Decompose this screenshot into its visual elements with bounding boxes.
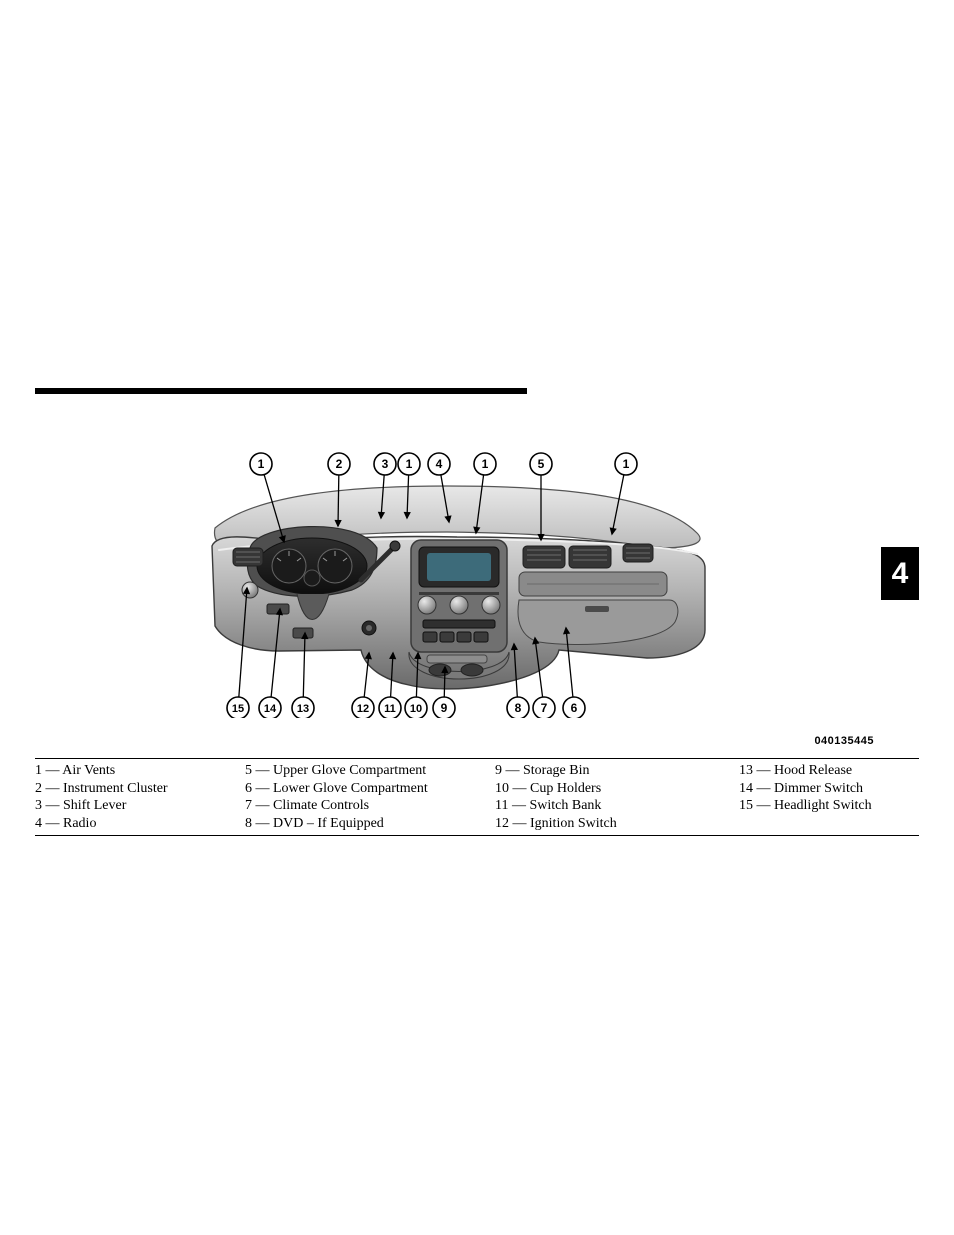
cup-holder-r <box>461 664 483 676</box>
dashboard-figure: 123141511514131211109876 <box>35 438 919 718</box>
callout-number: 1 <box>258 457 265 471</box>
legend-col-1: 1 — Air Vents2 — Instrument Cluster3 — S… <box>35 762 245 832</box>
legend-item: 11 — Switch Bank <box>495 797 739 815</box>
legend-item: 2 — Instrument Cluster <box>35 780 245 798</box>
legend-item: 13 — Hood Release <box>739 762 919 780</box>
callout-number: 2 <box>336 457 343 471</box>
cup-holder-l <box>429 664 451 676</box>
callout-number: 12 <box>357 703 369 715</box>
legend-item: 8 — DVD – If Equipped <box>245 815 495 833</box>
legend-item: 4 — Radio <box>35 815 245 833</box>
callout-number: 1 <box>482 457 489 471</box>
image-id: 040135445 <box>814 735 874 747</box>
legend: 1 — Air Vents2 — Instrument Cluster3 — S… <box>35 758 919 836</box>
legend-rule-bot <box>35 835 919 836</box>
callout-number: 14 <box>264 703 277 715</box>
callout-number: 10 <box>410 703 422 715</box>
callout-number: 15 <box>232 703 244 715</box>
callout-number: 5 <box>538 457 545 471</box>
dashboard-illustration: 123141511514131211109876 <box>192 438 762 718</box>
legend-col-2: 5 — Upper Glove Compartment6 — Lower Glo… <box>245 762 495 832</box>
legend-item: 6 — Lower Glove Compartment <box>245 780 495 798</box>
legend-col-3: 9 — Storage Bin10 — Cup Holders11 — Swit… <box>495 762 739 832</box>
legend-item: 3 — Shift Lever <box>35 797 245 815</box>
header-rule <box>35 388 527 394</box>
callout-number: 1 <box>406 457 413 471</box>
legend-item: 5 — Upper Glove Compartment <box>245 762 495 780</box>
callout-number: 4 <box>436 457 443 471</box>
callout-number: 7 <box>541 701 548 715</box>
callout-number: 6 <box>571 701 578 715</box>
legend-item: 12 — Ignition Switch <box>495 815 739 833</box>
callout-number: 3 <box>382 457 389 471</box>
legend-item: 14 — Dimmer Switch <box>739 780 919 798</box>
legend-col-4: 13 — Hood Release14 — Dimmer Switch15 — … <box>739 762 919 832</box>
legend-item: 7 — Climate Controls <box>245 797 495 815</box>
legend-grid: 1 — Air Vents2 — Instrument Cluster3 — S… <box>35 762 919 832</box>
legend-item: 10 — Cup Holders <box>495 780 739 798</box>
legend-rule-top <box>35 758 919 759</box>
callout-number: 9 <box>441 701 448 715</box>
callout-number: 1 <box>623 457 630 471</box>
callout-number: 11 <box>384 703 396 715</box>
callout-number: 13 <box>297 703 309 715</box>
legend-item: 1 — Air Vents <box>35 762 245 780</box>
storage-bin <box>427 655 487 663</box>
legend-item: 9 — Storage Bin <box>495 762 739 780</box>
dvd-slot <box>423 620 495 628</box>
page: 4 <box>0 0 954 1235</box>
callout-number: 8 <box>515 701 522 715</box>
legend-item: 15 — Headlight Switch <box>739 797 919 815</box>
